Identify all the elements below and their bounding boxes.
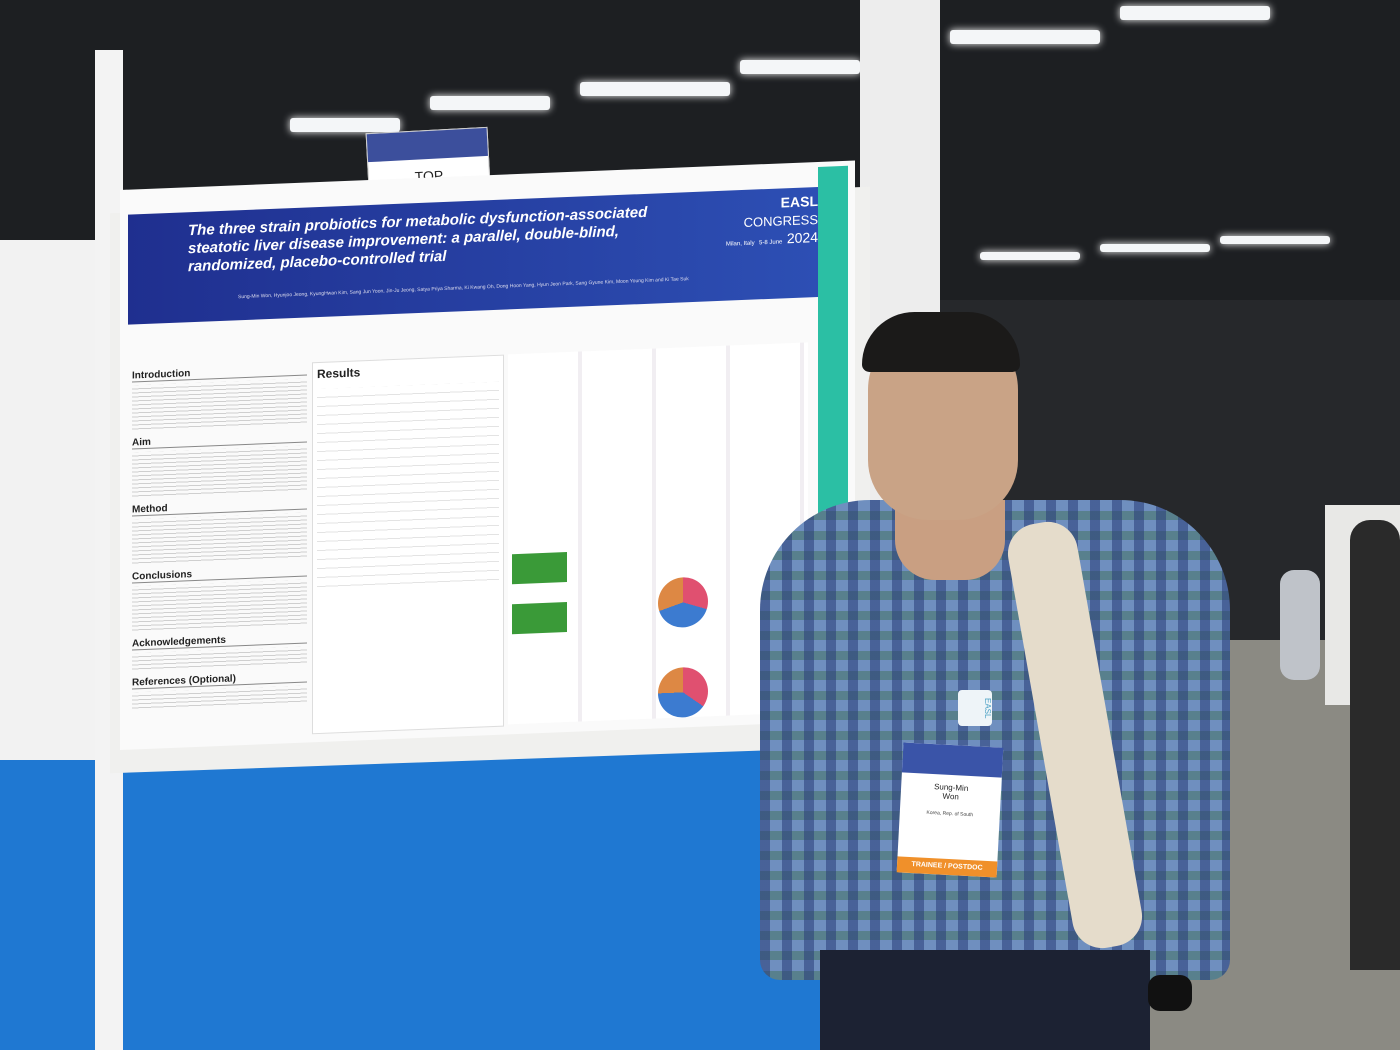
sign-header (366, 127, 488, 163)
name-badge: Sung-Min Won Korea, Rep. of South TRAINE… (896, 742, 1004, 878)
person-trousers (820, 950, 1150, 1050)
results-column: Results (312, 354, 504, 735)
section-body (132, 579, 307, 633)
badge-country: Korea, Rep. of South (926, 809, 974, 819)
section-body (132, 685, 307, 711)
congress-year: 2024 (786, 228, 818, 247)
lanyard-clip: EASL (958, 690, 992, 726)
badge-header (901, 742, 1004, 778)
section-body (132, 512, 307, 566)
poster-header: The three strain probiotics for metaboli… (128, 186, 818, 325)
ceiling-light (1120, 6, 1270, 20)
ceiling-light (1220, 236, 1330, 244)
congress-dates: 5-8 June (759, 239, 783, 247)
section-body (132, 646, 307, 672)
congress-name: EASL (780, 192, 818, 211)
person-hair (862, 312, 1020, 372)
ceiling-light (740, 60, 860, 74)
congress-place: Milan, Italy (725, 240, 755, 248)
blue-carpet (0, 750, 840, 1050)
ceiling-light (580, 82, 730, 96)
left-column: Introduction Aim Method Conclusions Acknowle… (132, 357, 307, 711)
ceiling-light (290, 118, 400, 132)
figure-chord (658, 666, 708, 719)
results-heading: Results (317, 365, 361, 382)
congress-logo: EASL CONGRESS Milan, Italy 5-8 June 2024 (708, 193, 818, 251)
background-person (1350, 520, 1400, 970)
side-panel (0, 240, 110, 760)
ceiling-light (1100, 244, 1210, 252)
figure-chord (658, 576, 708, 629)
section-body (132, 378, 307, 432)
poster-authors: Sung-Min Won, Hyunjoo Jeong, KyungHwan K… (238, 276, 689, 301)
results-table (317, 381, 499, 590)
background-person (1280, 570, 1320, 680)
poster: The three strain probiotics for metaboli… (120, 160, 855, 750)
figure-heatmap (512, 552, 567, 585)
ceiling-light (980, 252, 1080, 260)
congress-word: CONGRESS (743, 211, 818, 230)
ceiling-light (430, 96, 550, 110)
ceiling-light (950, 30, 1100, 44)
person-shirt (760, 500, 1230, 980)
poster-title: The three strain probiotics for metaboli… (188, 203, 648, 276)
figure-heatmap (512, 602, 567, 635)
section-body (132, 445, 307, 499)
watch (1148, 975, 1192, 1011)
